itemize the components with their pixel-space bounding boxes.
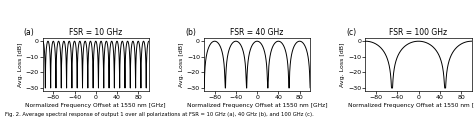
Y-axis label: Avg. Loss [dB]: Avg. Loss [dB] xyxy=(340,42,346,87)
X-axis label: Normalized Frequency Offset at 1550 nm [GHz]: Normalized Frequency Offset at 1550 nm [… xyxy=(348,103,474,108)
Text: (c): (c) xyxy=(346,28,356,37)
Title: FSR = 100 GHz: FSR = 100 GHz xyxy=(390,28,447,37)
Text: (b): (b) xyxy=(185,28,196,37)
X-axis label: Normalized Frequency Offset at 1550 nm [GHz]: Normalized Frequency Offset at 1550 nm [… xyxy=(187,103,328,108)
Text: Fig. 2. Average spectral response of output 1 over all polarizations at FSR = 10: Fig. 2. Average spectral response of out… xyxy=(5,112,313,117)
Title: FSR = 40 GHz: FSR = 40 GHz xyxy=(230,28,284,37)
Title: FSR = 10 GHz: FSR = 10 GHz xyxy=(69,28,122,37)
Text: (a): (a) xyxy=(24,28,34,37)
Y-axis label: Avg. Loss [dB]: Avg. Loss [dB] xyxy=(18,42,23,87)
Y-axis label: Avg. Loss [dB]: Avg. Loss [dB] xyxy=(179,42,184,87)
X-axis label: Normalized Frequency Offset at 1550 nm [GHz]: Normalized Frequency Offset at 1550 nm [… xyxy=(26,103,166,108)
